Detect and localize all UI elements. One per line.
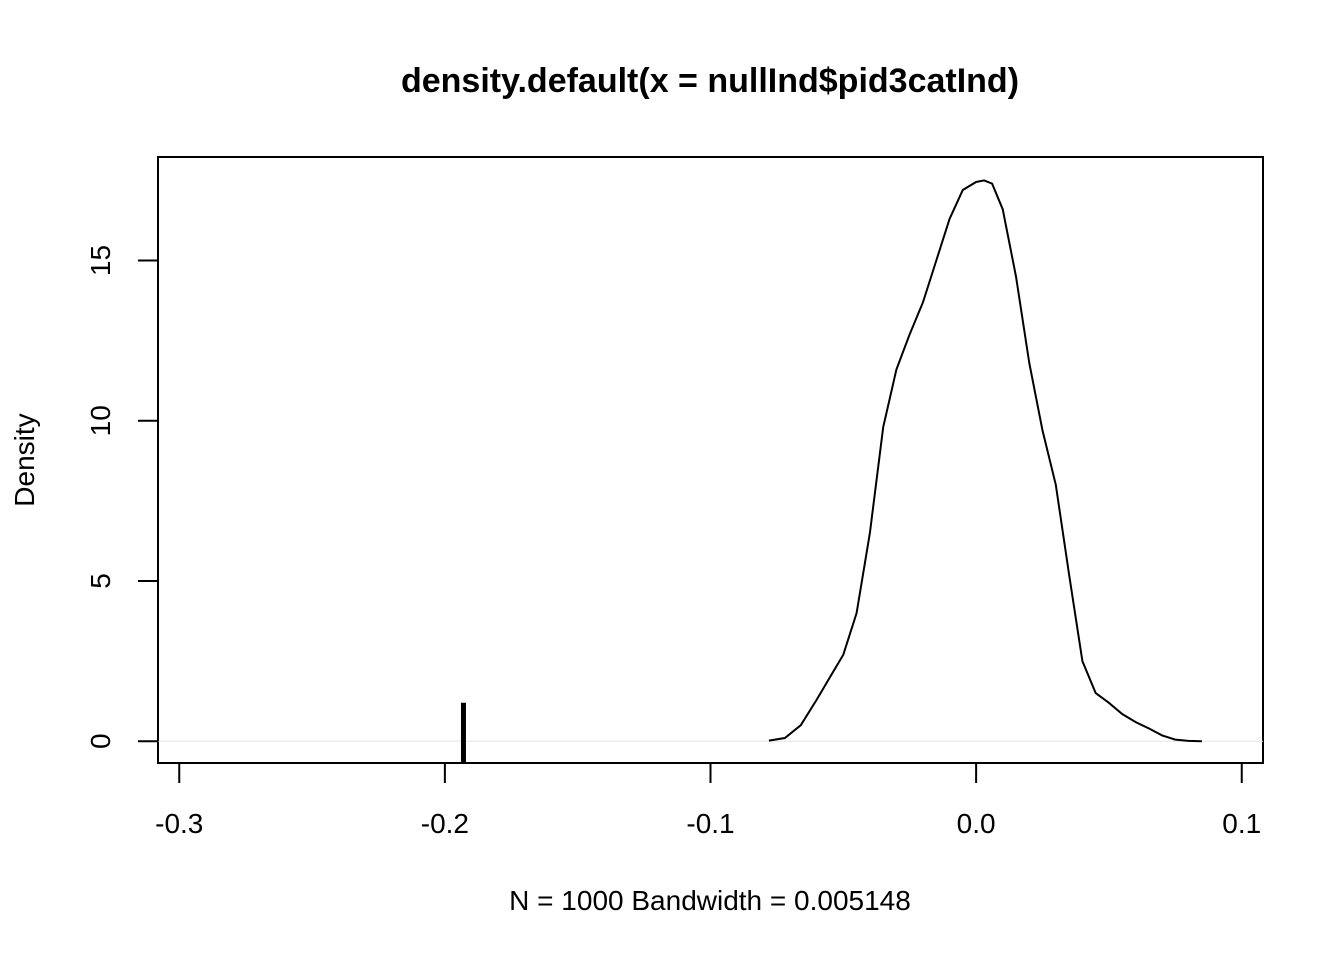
x-tick-label: 0.0 <box>957 808 996 839</box>
plot-area <box>158 179 1263 763</box>
x-tick-label: 0.1 <box>1222 808 1261 839</box>
x-tick-label: -0.1 <box>686 808 734 839</box>
x-tick-label: -0.3 <box>155 808 203 839</box>
y-tick-label: 5 <box>85 573 116 589</box>
axes: -0.3 -0.2 -0.1 0.0 0.1 0 5 10 15 <box>85 245 1261 839</box>
density-curve <box>768 179 1202 743</box>
y-axis-label: Density <box>9 413 40 506</box>
y-tick-label: 10 <box>85 405 116 436</box>
x-axis-label: N = 1000 Bandwidth = 0.005148 <box>509 885 911 916</box>
plot-frame <box>157 156 1264 764</box>
x-tick-label: -0.2 <box>421 808 469 839</box>
chart-title: density.default(x = nullInd$pid3catInd) <box>401 62 1019 100</box>
y-tick-label: 15 <box>85 245 116 276</box>
y-tick-label: 0 <box>85 733 116 749</box>
